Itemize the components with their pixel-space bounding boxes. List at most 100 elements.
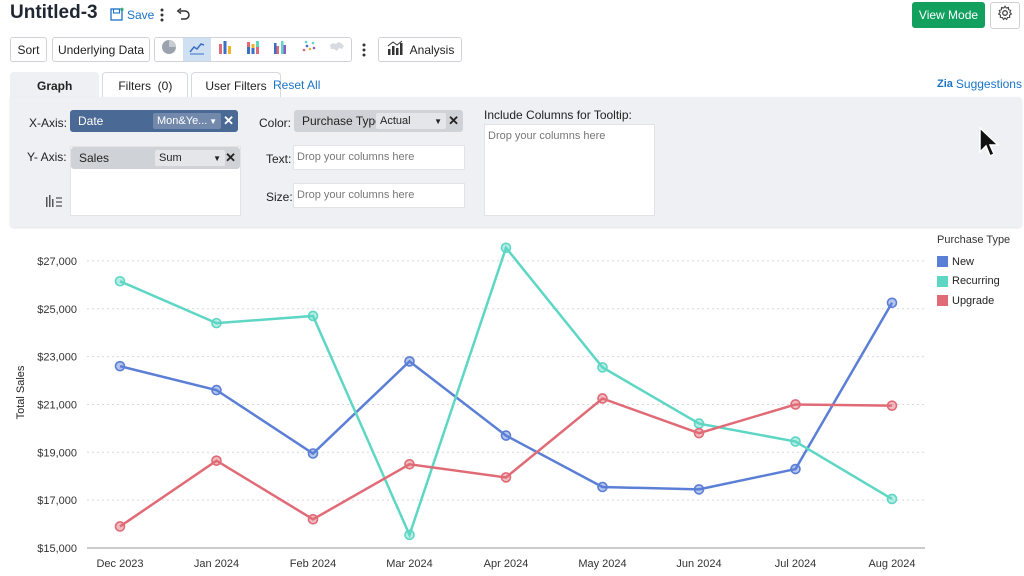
y-axis-drop-zone[interactable]: Sales Sum ▼ ✕ (70, 146, 241, 216)
x-tick-label: Aug 2024 (868, 558, 915, 570)
data-point-upgrade (114, 521, 126, 532)
x-axis-field-name: Date (78, 114, 104, 128)
scatter-chart-button[interactable] (295, 38, 323, 61)
undo-icon[interactable] (174, 5, 192, 25)
underlying-data-button[interactable]: Underlying Data (52, 37, 150, 62)
data-point-recurring (693, 418, 705, 429)
line-chart-icon (188, 38, 206, 61)
axis-settings-icon[interactable] (44, 192, 64, 208)
color-label: Color: (259, 116, 292, 130)
data-point-recurring (597, 362, 608, 373)
x-axis-function-select[interactable]: Mon&Ye... ▼ (153, 113, 221, 129)
data-point-new (886, 297, 898, 309)
toolbar: Sort Underlying Data Analysis (0, 36, 1024, 64)
zia-icon: Zia (937, 78, 953, 90)
line-chart: $15,000 $17,000 $19,000 $21,000 $23,000 $25,0… (15, 242, 925, 570)
gear-icon (997, 5, 1013, 26)
editor-tabs: Graph Filters (0) User Filters (10, 72, 284, 98)
size-drop-zone[interactable]: Drop your columns here (293, 183, 465, 208)
legend-item-recurring[interactable]: Recurring (937, 272, 1010, 292)
data-point-upgrade (693, 427, 705, 439)
tooltip-drop-zone[interactable]: Drop your columns here (484, 124, 655, 216)
data-point-upgrade (886, 400, 898, 411)
report-title[interactable]: Untitled-3 (10, 2, 98, 23)
stacked-bar-chart-icon (244, 38, 262, 61)
x-tick-label: Mar 2024 (386, 558, 432, 570)
legend-title: Purchase Type (937, 234, 1011, 246)
legend-label: Recurring (952, 275, 1000, 288)
color-function-value: Actual (380, 115, 411, 127)
data-point-recurring (114, 275, 126, 287)
pie-chart-icon (160, 38, 178, 61)
x-tick-label: Feb 2024 (290, 558, 336, 570)
legend-swatch (937, 256, 948, 268)
color-function-select[interactable]: Actual ▼ (376, 113, 446, 129)
y-axis-function-select[interactable]: Sum ▼ (155, 150, 225, 166)
close-icon[interactable]: ✕ (223, 113, 234, 128)
data-point-recurring (790, 436, 801, 447)
reset-all-link[interactable]: Reset All (273, 78, 321, 92)
chart-type-selector (154, 37, 352, 62)
legend-label: Upgrade (952, 294, 995, 307)
x-tick-label: May 2024 (578, 558, 626, 570)
x-tick-label: Jun 2024 (676, 558, 721, 570)
color-field[interactable]: Purchase Type Actual ▼ ✕ (294, 110, 463, 132)
data-point-new (404, 356, 415, 367)
x-tick-label: Jan 2024 (194, 558, 239, 570)
legend-item-upgrade[interactable]: Upgrade (937, 291, 1010, 311)
series-line-upgrade (119, 397, 893, 528)
bar-chart-button[interactable] (211, 38, 239, 61)
data-point-recurring (500, 242, 512, 254)
data-point-upgrade (307, 513, 319, 525)
text-drop-zone[interactable]: Drop your columns here (293, 145, 465, 170)
analysis-button[interactable]: Analysis (378, 37, 462, 62)
x-axis-field[interactable]: Date Mon&Ye... ▼ ✕ (70, 110, 238, 132)
more-chart-types-icon[interactable] (357, 40, 371, 60)
stacked-bar-chart-button[interactable] (239, 38, 267, 61)
suggestions-link[interactable]: Zia Suggestions ✦ (937, 77, 1024, 91)
data-point-upgrade (790, 399, 801, 410)
more-options-icon[interactable] (154, 5, 170, 25)
scatter-chart-icon (300, 38, 318, 61)
tab-user-filters[interactable]: User Filters (191, 72, 281, 98)
legend-swatch (937, 275, 948, 287)
tab-graph[interactable]: Graph (10, 72, 100, 98)
legend-swatch (937, 295, 948, 307)
y-tick-label: $23,000 (37, 352, 77, 364)
legend-item-new[interactable]: New (937, 252, 1010, 272)
y-axis-function-value: Sum (159, 152, 182, 164)
line-chart-button[interactable] (183, 38, 211, 61)
bar-chart-icon (216, 38, 234, 61)
save-icon (109, 6, 125, 25)
settings-button[interactable] (990, 2, 1020, 29)
save-label: Save (127, 8, 155, 22)
pie-chart-button[interactable] (155, 38, 183, 61)
x-axis-function-value: Mon&Ye... (157, 115, 208, 127)
suggestions-label: Suggestions (955, 77, 1022, 91)
save-button[interactable]: Save (109, 4, 154, 26)
data-point-upgrade (211, 455, 222, 466)
y-axis-field[interactable]: Sales Sum ▼ ✕ (71, 147, 240, 169)
legend-label: New (952, 255, 975, 268)
y-tick-label: $15,000 (37, 543, 77, 555)
y-tick-label: $25,000 (37, 304, 77, 316)
series-line-new (119, 302, 894, 491)
close-icon[interactable]: ✕ (448, 113, 459, 128)
data-point-recurring (211, 317, 222, 329)
data-point-recurring (886, 493, 898, 505)
y-tick-label: $19,000 (37, 447, 77, 459)
close-icon[interactable]: ✕ (225, 150, 236, 165)
map-chart-button[interactable] (323, 38, 351, 61)
tab-filters[interactable]: Filters (0) (102, 72, 189, 98)
grouped-bar-chart-button[interactable] (267, 38, 295, 61)
top-bar: Untitled-3 Save View Mode (0, 0, 1024, 34)
view-mode-button[interactable]: View Mode (912, 2, 985, 28)
data-point-new (597, 481, 608, 493)
y-axis-title: Total Sales (15, 365, 27, 419)
grouped-bar-chart-icon (272, 38, 290, 61)
series-line-recurring (119, 245, 893, 539)
x-axis-label: X-Axis: (29, 116, 68, 130)
sort-button[interactable]: Sort (10, 37, 47, 62)
chevron-down-icon: ▼ (213, 153, 221, 163)
data-point-upgrade (404, 458, 415, 470)
